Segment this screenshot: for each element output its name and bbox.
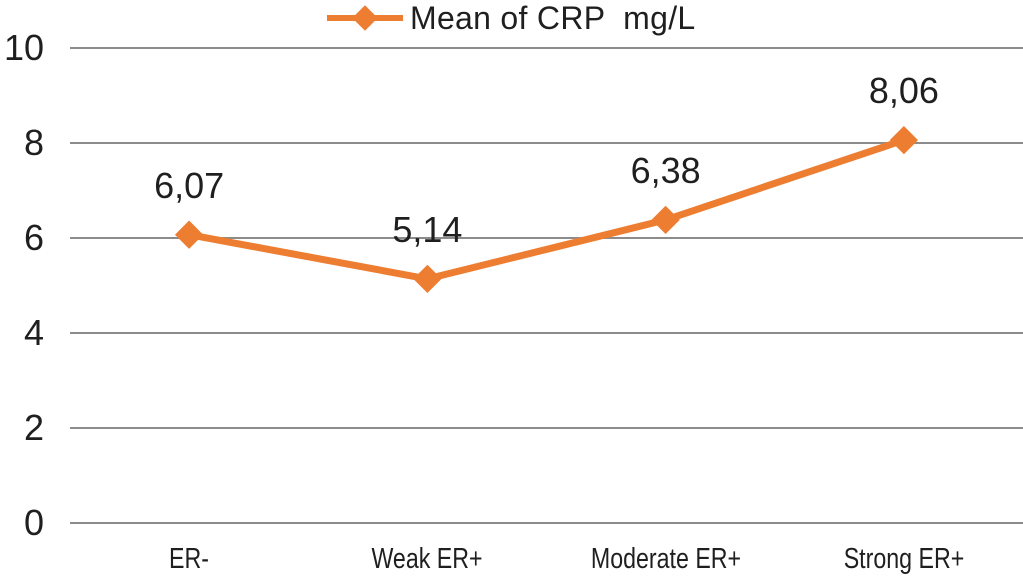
y-tick-label: 6 xyxy=(23,217,44,258)
data-point-marker-icon xyxy=(889,125,919,155)
gridline xyxy=(70,47,1023,49)
legend-label: Mean of CRP mg/L xyxy=(410,0,696,36)
y-tick-label: 4 xyxy=(23,312,44,353)
y-tick-label: 8 xyxy=(23,122,44,163)
x-category-label: Strong ER+ xyxy=(843,543,965,575)
y-tick-label: 2 xyxy=(23,407,44,448)
gridline xyxy=(70,427,1023,429)
y-tick-label: 0 xyxy=(23,502,44,543)
data-label: 8,06 xyxy=(868,70,939,112)
gridline xyxy=(70,332,1023,334)
gridline xyxy=(70,142,1023,144)
x-category-label: Weak ER+ xyxy=(371,543,483,575)
series-line xyxy=(185,136,908,283)
data-point-marker-icon xyxy=(413,264,442,294)
legend-line-diamond-icon xyxy=(327,5,403,31)
data-point-marker-icon xyxy=(174,220,204,249)
series-markers xyxy=(174,125,919,294)
data-label: 5,14 xyxy=(392,208,463,250)
x-category-label: Moderate ER+ xyxy=(590,543,741,575)
gridline xyxy=(70,522,1023,524)
data-label: 6,38 xyxy=(630,149,701,191)
y-tick-label: 10 xyxy=(3,27,44,68)
legend: Mean of CRP mg/L xyxy=(326,1,696,35)
x-category-label: ER- xyxy=(169,543,210,575)
data-label: 6,07 xyxy=(154,164,225,206)
gridline xyxy=(70,237,1023,239)
data-point-marker-icon xyxy=(651,205,680,235)
